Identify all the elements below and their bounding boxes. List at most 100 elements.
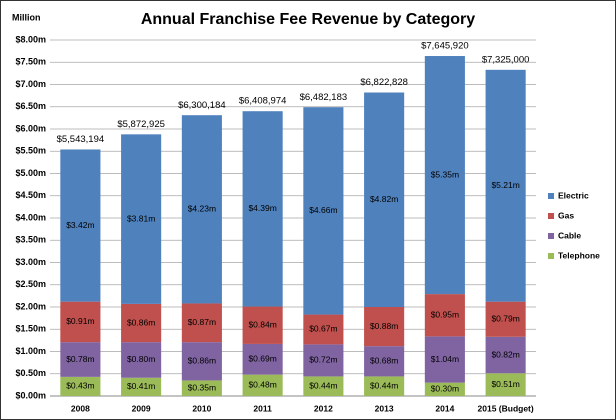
data-label: $0.30m [431,384,459,394]
bar-segment [424,382,465,396]
bar-segment [181,380,222,396]
x-tick-label: 2012 [314,403,333,413]
total-label: $6,482,183 [300,92,348,103]
bar-segment [242,111,283,307]
total-label: $5,543,194 [57,134,105,145]
bar-segment [121,377,162,396]
data-label: $0.86m [188,356,216,366]
data-label: $1.04m [431,354,459,364]
x-tick-label: 2010 [192,403,211,413]
bar-segment [181,303,222,343]
bar-segment [121,303,162,343]
total-label: $6,300,184 [178,100,226,111]
y-tick-label: $3.50m [15,235,46,245]
x-tick-label: 2014 [435,403,454,413]
bar-segment [60,301,101,343]
data-label: $0.44m [370,380,398,390]
data-label: $0.41m [127,381,155,391]
bar-segment [121,342,162,378]
bar-segment [364,346,405,377]
y-tick-label: $1.00m [15,346,46,356]
total-label: $6,822,828 [360,77,408,88]
y-tick-label: $4.00m [15,212,46,222]
legend-label: Cable [558,230,581,240]
data-label: $0.95m [431,309,459,319]
data-label: $0.68m [370,356,398,366]
bar-segment [303,107,344,315]
y-tick-label: $3.00m [15,257,46,267]
data-label: $4.66m [309,205,337,215]
bar-segment [303,344,344,377]
bar-segment [60,149,101,302]
bar-segment [303,314,344,345]
data-label: $0.82m [491,349,519,359]
y-tick-label: $1.50m [15,324,46,334]
y-tick-label: $0.00m [15,390,46,400]
legend-swatch [548,253,554,259]
bar-segment [60,376,101,396]
data-label: $0.79m [491,313,519,323]
bar-segment [181,115,222,304]
bar-segment [242,343,283,375]
total-label: $7,645,920 [421,40,469,51]
bar-segment [181,342,222,381]
data-label: $5.21m [491,180,519,190]
total-label: $7,325,000 [482,55,530,66]
data-label: $0.72m [309,355,337,365]
x-tick-label: 2008 [71,403,90,413]
bar-segment [364,92,405,307]
data-label: $0.86m [127,317,155,327]
bar-segment [485,301,526,337]
bar-segment [364,376,405,396]
data-label: $0.48m [248,380,276,390]
bar-segment [485,69,526,302]
bar-segment [364,307,405,347]
bar-segment [60,342,101,377]
y-tick-label: $7.50m [15,57,46,67]
data-label: $0.87m [188,317,216,327]
y-tick-label: $2.50m [15,279,46,289]
bar-segment [424,56,465,295]
y-tick-label: $7.00m [15,79,46,89]
y-tick-label: $2.00m [15,301,46,311]
y-axis-label: Million [12,12,41,22]
data-label: $0.43m [66,381,94,391]
y-tick-label: $6.50m [15,101,46,111]
data-label: $0.44m [309,380,337,390]
y-tick-label: $5.50m [15,146,46,156]
total-label: $6,408,974 [239,95,287,106]
y-tick-label: $0.50m [15,368,46,378]
bar-segment [303,376,344,396]
data-label: $4.23m [188,204,216,214]
bar-segment [424,294,465,337]
x-tick-label: 2013 [375,403,394,413]
data-label: $4.82m [370,194,398,204]
y-tick-label: $4.50m [15,190,46,200]
legend-swatch [548,193,554,199]
data-label: $3.81m [127,213,155,223]
legend-label: Telephone [558,250,600,260]
data-label: $0.69m [248,354,276,364]
data-label: $0.67m [309,324,337,334]
data-label: $0.91m [66,316,94,326]
bar-segment [485,336,526,374]
data-label: $0.51m [491,379,519,389]
data-label: $0.88m [370,321,398,331]
data-label: $0.78m [66,354,94,364]
bar-segment [424,336,465,383]
x-tick-label: 2011 [253,403,272,413]
bar-segment [485,373,526,396]
y-tick-label: $8.00m [15,34,46,44]
legend-swatch [548,233,554,239]
chart-title: Annual Franchise Fee Revenue by Category [141,11,475,28]
bar-segment [242,306,283,344]
y-tick-label: $5.00m [15,168,46,178]
data-label: $0.35m [188,382,216,392]
data-label: $5.35m [431,169,459,179]
total-label: $5,872,925 [117,119,165,130]
legend-label: Electric [558,190,589,200]
data-label: $0.80m [127,354,155,364]
y-tick-label: $6.00m [15,123,46,133]
bar-segment [242,374,283,396]
data-label: $3.42m [66,220,94,230]
